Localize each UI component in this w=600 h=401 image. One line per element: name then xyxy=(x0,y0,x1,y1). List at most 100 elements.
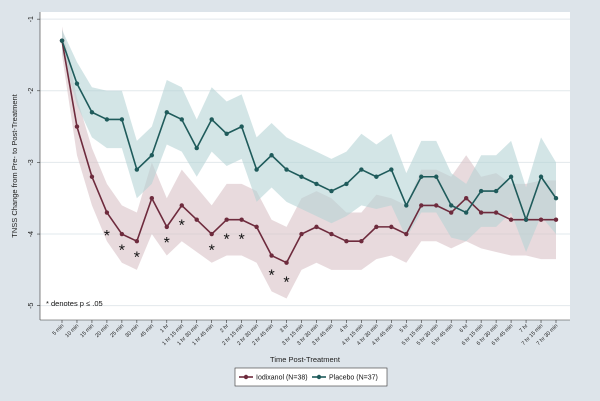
data-point-series-0 xyxy=(209,231,214,237)
data-point-series-1 xyxy=(134,167,140,172)
significance-star: * xyxy=(268,267,274,284)
significance-note: * denotes p ≤ .05 xyxy=(46,299,103,308)
x-tick-label: 5 hr xyxy=(399,323,410,334)
data-point-series-1 xyxy=(194,145,199,151)
x-axis-title: Time Post-Treatment xyxy=(270,355,341,364)
y-tick-label: -2 xyxy=(28,88,35,94)
data-point-series-1 xyxy=(209,117,214,122)
data-point-series-1 xyxy=(59,38,65,43)
x-tick-label: 6 hr xyxy=(459,323,470,334)
data-point-series-0 xyxy=(463,196,469,201)
data-point-series-0 xyxy=(179,203,184,208)
confidence-bands xyxy=(62,26,556,299)
data-point-series-1 xyxy=(434,174,439,179)
significance-star: * xyxy=(119,242,125,259)
data-point-series-0 xyxy=(538,217,544,222)
legend-item-iodixanol: Iodixanol (N=38) xyxy=(239,375,308,382)
legend-label-iodixanol: Iodixanol (N=38) xyxy=(256,375,308,382)
data-point-series-0 xyxy=(119,231,125,237)
data-point-series-1 xyxy=(164,110,169,115)
x-tick-label: 3 hr xyxy=(279,323,290,334)
data-point-series-1 xyxy=(493,188,499,194)
x-tick-label: 4 hr xyxy=(339,323,350,334)
data-point-series-1 xyxy=(404,203,409,208)
significance-star: * xyxy=(134,250,140,267)
data-point-series-1 xyxy=(538,174,544,179)
data-point-series-1 xyxy=(344,181,349,187)
data-point-series-0 xyxy=(74,124,80,129)
data-point-series-0 xyxy=(374,224,379,230)
data-point-series-0 xyxy=(104,210,110,215)
data-point-series-0 xyxy=(449,210,454,215)
significance-star: * xyxy=(104,228,110,245)
y-tick-label: -5 xyxy=(28,302,35,308)
data-point-series-0 xyxy=(164,224,169,230)
data-point-series-1 xyxy=(419,174,424,179)
legend: Iodixanol (N=38) Placebo (N=37) xyxy=(234,367,388,387)
data-point-series-0 xyxy=(299,231,304,237)
data-point-series-0 xyxy=(224,217,229,222)
series-lines xyxy=(61,40,557,264)
y-tick-label: -4 xyxy=(28,231,35,237)
legend-marker-iodixanol xyxy=(243,374,249,380)
y-tick-label: -3 xyxy=(28,159,35,165)
data-point-series-0 xyxy=(404,231,409,237)
ci-band-series-1 xyxy=(62,29,556,252)
data-point-series-0 xyxy=(254,224,259,230)
data-point-series-1 xyxy=(463,210,469,215)
data-point-series-0 xyxy=(478,210,484,215)
series-line-1 xyxy=(61,40,557,221)
data-point-series-0 xyxy=(149,196,155,201)
data-point-series-0 xyxy=(314,224,319,230)
y-axis: -1 -2 -3 -4 -5 xyxy=(28,12,41,320)
data-point-series-1 xyxy=(149,153,155,158)
significance-star: * xyxy=(179,217,185,234)
data-point-series-1 xyxy=(389,167,394,172)
data-point-series-1 xyxy=(508,174,514,179)
data-point-series-0 xyxy=(493,210,499,215)
data-point-series-0 xyxy=(508,217,514,222)
data-point-series-1 xyxy=(314,181,319,187)
significance-star: * xyxy=(239,232,245,249)
data-point-series-0 xyxy=(284,260,289,265)
data-point-series-0 xyxy=(194,217,199,222)
data-point-series-0 xyxy=(553,217,559,222)
data-point-series-0 xyxy=(134,239,140,244)
data-point-series-1 xyxy=(359,167,364,172)
data-point-series-0 xyxy=(359,239,364,244)
data-point-series-0 xyxy=(269,253,274,258)
data-point-series-1 xyxy=(119,117,125,122)
data-point-series-0 xyxy=(434,203,439,208)
x-tick-label: 1 hr xyxy=(159,323,170,334)
x-tick-label: 2 hr xyxy=(219,323,230,334)
data-point-series-1 xyxy=(239,124,244,129)
data-point-series-1 xyxy=(449,203,454,208)
data-point-series-1 xyxy=(74,81,80,86)
data-point-series-1 xyxy=(329,188,334,194)
legend-box xyxy=(234,367,388,387)
data-point-series-1 xyxy=(269,153,274,158)
series-markers xyxy=(59,38,559,265)
x-tick-label: 7 hr xyxy=(519,323,530,334)
data-point-series-1 xyxy=(374,174,379,179)
y-axis-title: TNSS Change from Pre- to Post-Treatment xyxy=(10,93,19,237)
legend-marker-placebo xyxy=(316,374,322,380)
data-point-series-1 xyxy=(284,167,289,172)
data-point-series-0 xyxy=(389,224,394,230)
data-point-series-1 xyxy=(224,131,229,136)
data-point-series-1 xyxy=(89,110,95,115)
legend-label-placebo: Placebo (N=37) xyxy=(329,375,378,382)
ci-band-series-0 xyxy=(62,26,556,299)
data-point-series-1 xyxy=(553,196,559,201)
data-point-series-1 xyxy=(523,217,529,222)
series-line-0 xyxy=(61,40,556,264)
significance-star: * xyxy=(164,235,170,252)
data-point-series-1 xyxy=(254,167,259,172)
data-point-series-1 xyxy=(299,174,304,179)
data-point-series-1 xyxy=(179,117,184,122)
significance-marks: * * * * * * * * * * xyxy=(104,217,290,291)
data-point-series-0 xyxy=(89,174,95,179)
data-point-series-0 xyxy=(344,239,349,244)
data-point-series-0 xyxy=(239,217,244,222)
